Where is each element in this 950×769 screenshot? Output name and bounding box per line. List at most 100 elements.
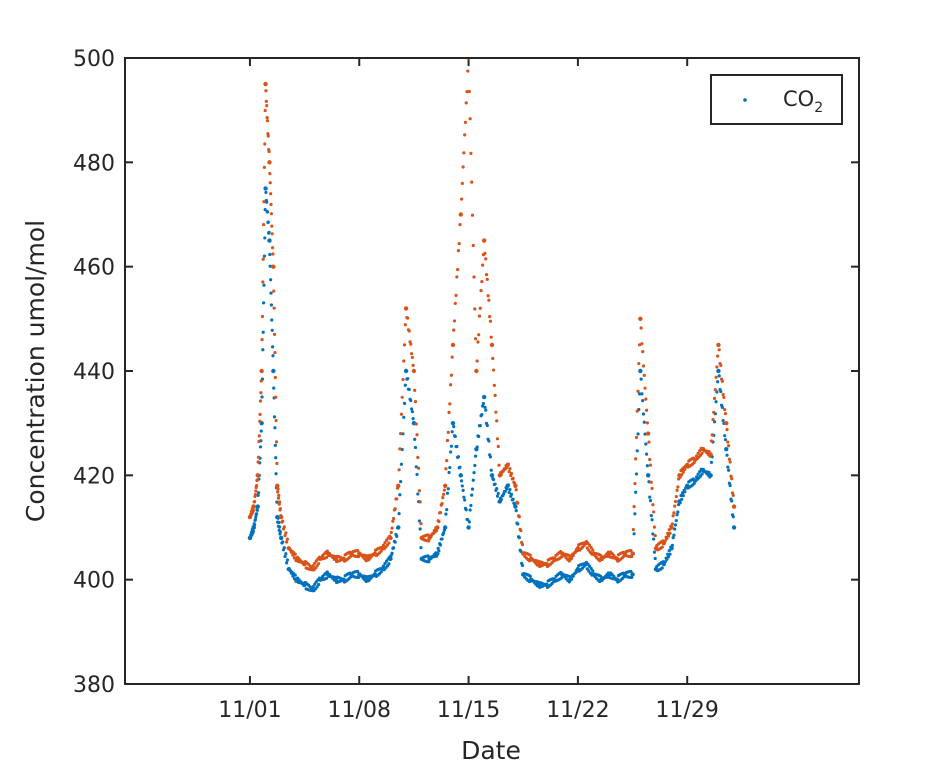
data-point bbox=[719, 389, 723, 394]
data-point bbox=[409, 398, 413, 403]
data-point bbox=[276, 496, 281, 500]
data-point bbox=[253, 518, 257, 522]
data-point bbox=[267, 230, 271, 234]
data-point bbox=[698, 449, 702, 453]
data-point bbox=[413, 437, 417, 441]
data-point bbox=[440, 501, 444, 506]
data-point bbox=[641, 364, 646, 368]
data-point bbox=[652, 525, 657, 529]
data-point bbox=[271, 264, 276, 269]
data-point bbox=[559, 555, 564, 559]
data-point bbox=[729, 474, 733, 478]
data-point bbox=[544, 582, 548, 587]
data-point bbox=[263, 108, 267, 113]
data-point bbox=[650, 486, 654, 491]
data-point bbox=[276, 516, 280, 520]
data-point bbox=[392, 516, 396, 521]
data-point bbox=[720, 405, 724, 409]
data-point bbox=[278, 500, 282, 504]
data-point bbox=[481, 263, 485, 267]
data-point bbox=[486, 294, 490, 298]
data-point bbox=[484, 257, 488, 261]
data-point bbox=[665, 536, 669, 541]
data-point bbox=[399, 432, 403, 436]
data-point bbox=[270, 232, 274, 236]
data-point bbox=[262, 165, 266, 170]
data-point bbox=[268, 252, 272, 257]
data-point bbox=[481, 394, 487, 400]
data-point bbox=[395, 534, 399, 538]
data-point bbox=[663, 539, 667, 543]
data-point bbox=[262, 254, 266, 258]
data-point bbox=[638, 316, 643, 322]
data-point bbox=[442, 483, 448, 488]
data-point bbox=[467, 520, 471, 524]
data-point bbox=[450, 355, 454, 359]
data-point bbox=[585, 546, 589, 550]
data-point bbox=[475, 359, 479, 363]
data-point bbox=[356, 569, 360, 574]
data-point bbox=[630, 572, 635, 577]
data-point bbox=[614, 577, 618, 581]
data-point bbox=[402, 359, 406, 363]
data-point bbox=[263, 207, 267, 212]
data-point bbox=[302, 583, 306, 588]
data-point bbox=[380, 566, 384, 570]
data-point bbox=[253, 492, 257, 497]
data-point bbox=[673, 499, 678, 504]
data-point bbox=[588, 543, 592, 547]
data-point bbox=[714, 375, 718, 379]
data-point bbox=[692, 460, 696, 465]
data-point bbox=[528, 553, 532, 557]
data-point bbox=[416, 455, 420, 460]
data-point bbox=[411, 368, 417, 374]
data-point bbox=[263, 142, 267, 146]
data-point bbox=[478, 306, 482, 310]
data-point bbox=[681, 470, 685, 474]
data-point bbox=[700, 451, 704, 455]
data-point bbox=[284, 552, 288, 556]
data-point bbox=[509, 471, 514, 476]
data-point bbox=[621, 571, 625, 575]
data-point bbox=[254, 515, 258, 519]
data-point bbox=[494, 410, 498, 414]
data-point bbox=[324, 576, 329, 580]
data-point bbox=[466, 525, 471, 530]
data-point bbox=[262, 200, 266, 204]
data-point bbox=[255, 508, 259, 512]
data-point bbox=[636, 389, 640, 393]
data-point bbox=[411, 363, 415, 367]
data-point bbox=[271, 354, 275, 358]
data-point bbox=[274, 456, 278, 460]
data-point bbox=[311, 564, 315, 568]
data-point bbox=[649, 480, 653, 484]
data-point bbox=[445, 508, 449, 512]
data-point bbox=[717, 374, 721, 378]
data-point bbox=[411, 417, 415, 421]
data-point bbox=[293, 552, 297, 556]
data-point bbox=[508, 467, 512, 471]
data-point bbox=[676, 510, 680, 514]
data-point bbox=[551, 577, 555, 581]
data-point bbox=[481, 404, 485, 408]
data-point bbox=[506, 462, 510, 466]
data-point bbox=[475, 445, 479, 449]
data-point bbox=[442, 528, 446, 532]
data-point bbox=[392, 546, 396, 550]
data-point bbox=[598, 574, 603, 578]
data-point bbox=[470, 213, 475, 217]
data-point bbox=[325, 570, 329, 574]
data-point bbox=[266, 220, 270, 224]
data-point bbox=[634, 472, 639, 476]
data-point bbox=[453, 301, 457, 306]
data-point bbox=[513, 481, 517, 485]
data-point bbox=[445, 438, 450, 443]
data-point bbox=[457, 241, 461, 246]
data-point bbox=[272, 306, 276, 310]
data-point bbox=[449, 444, 453, 448]
data-point bbox=[731, 504, 737, 509]
data-point bbox=[278, 507, 282, 511]
x-tick-label: 11/22 bbox=[546, 698, 609, 723]
data-point bbox=[691, 477, 696, 481]
data-point bbox=[698, 470, 702, 474]
